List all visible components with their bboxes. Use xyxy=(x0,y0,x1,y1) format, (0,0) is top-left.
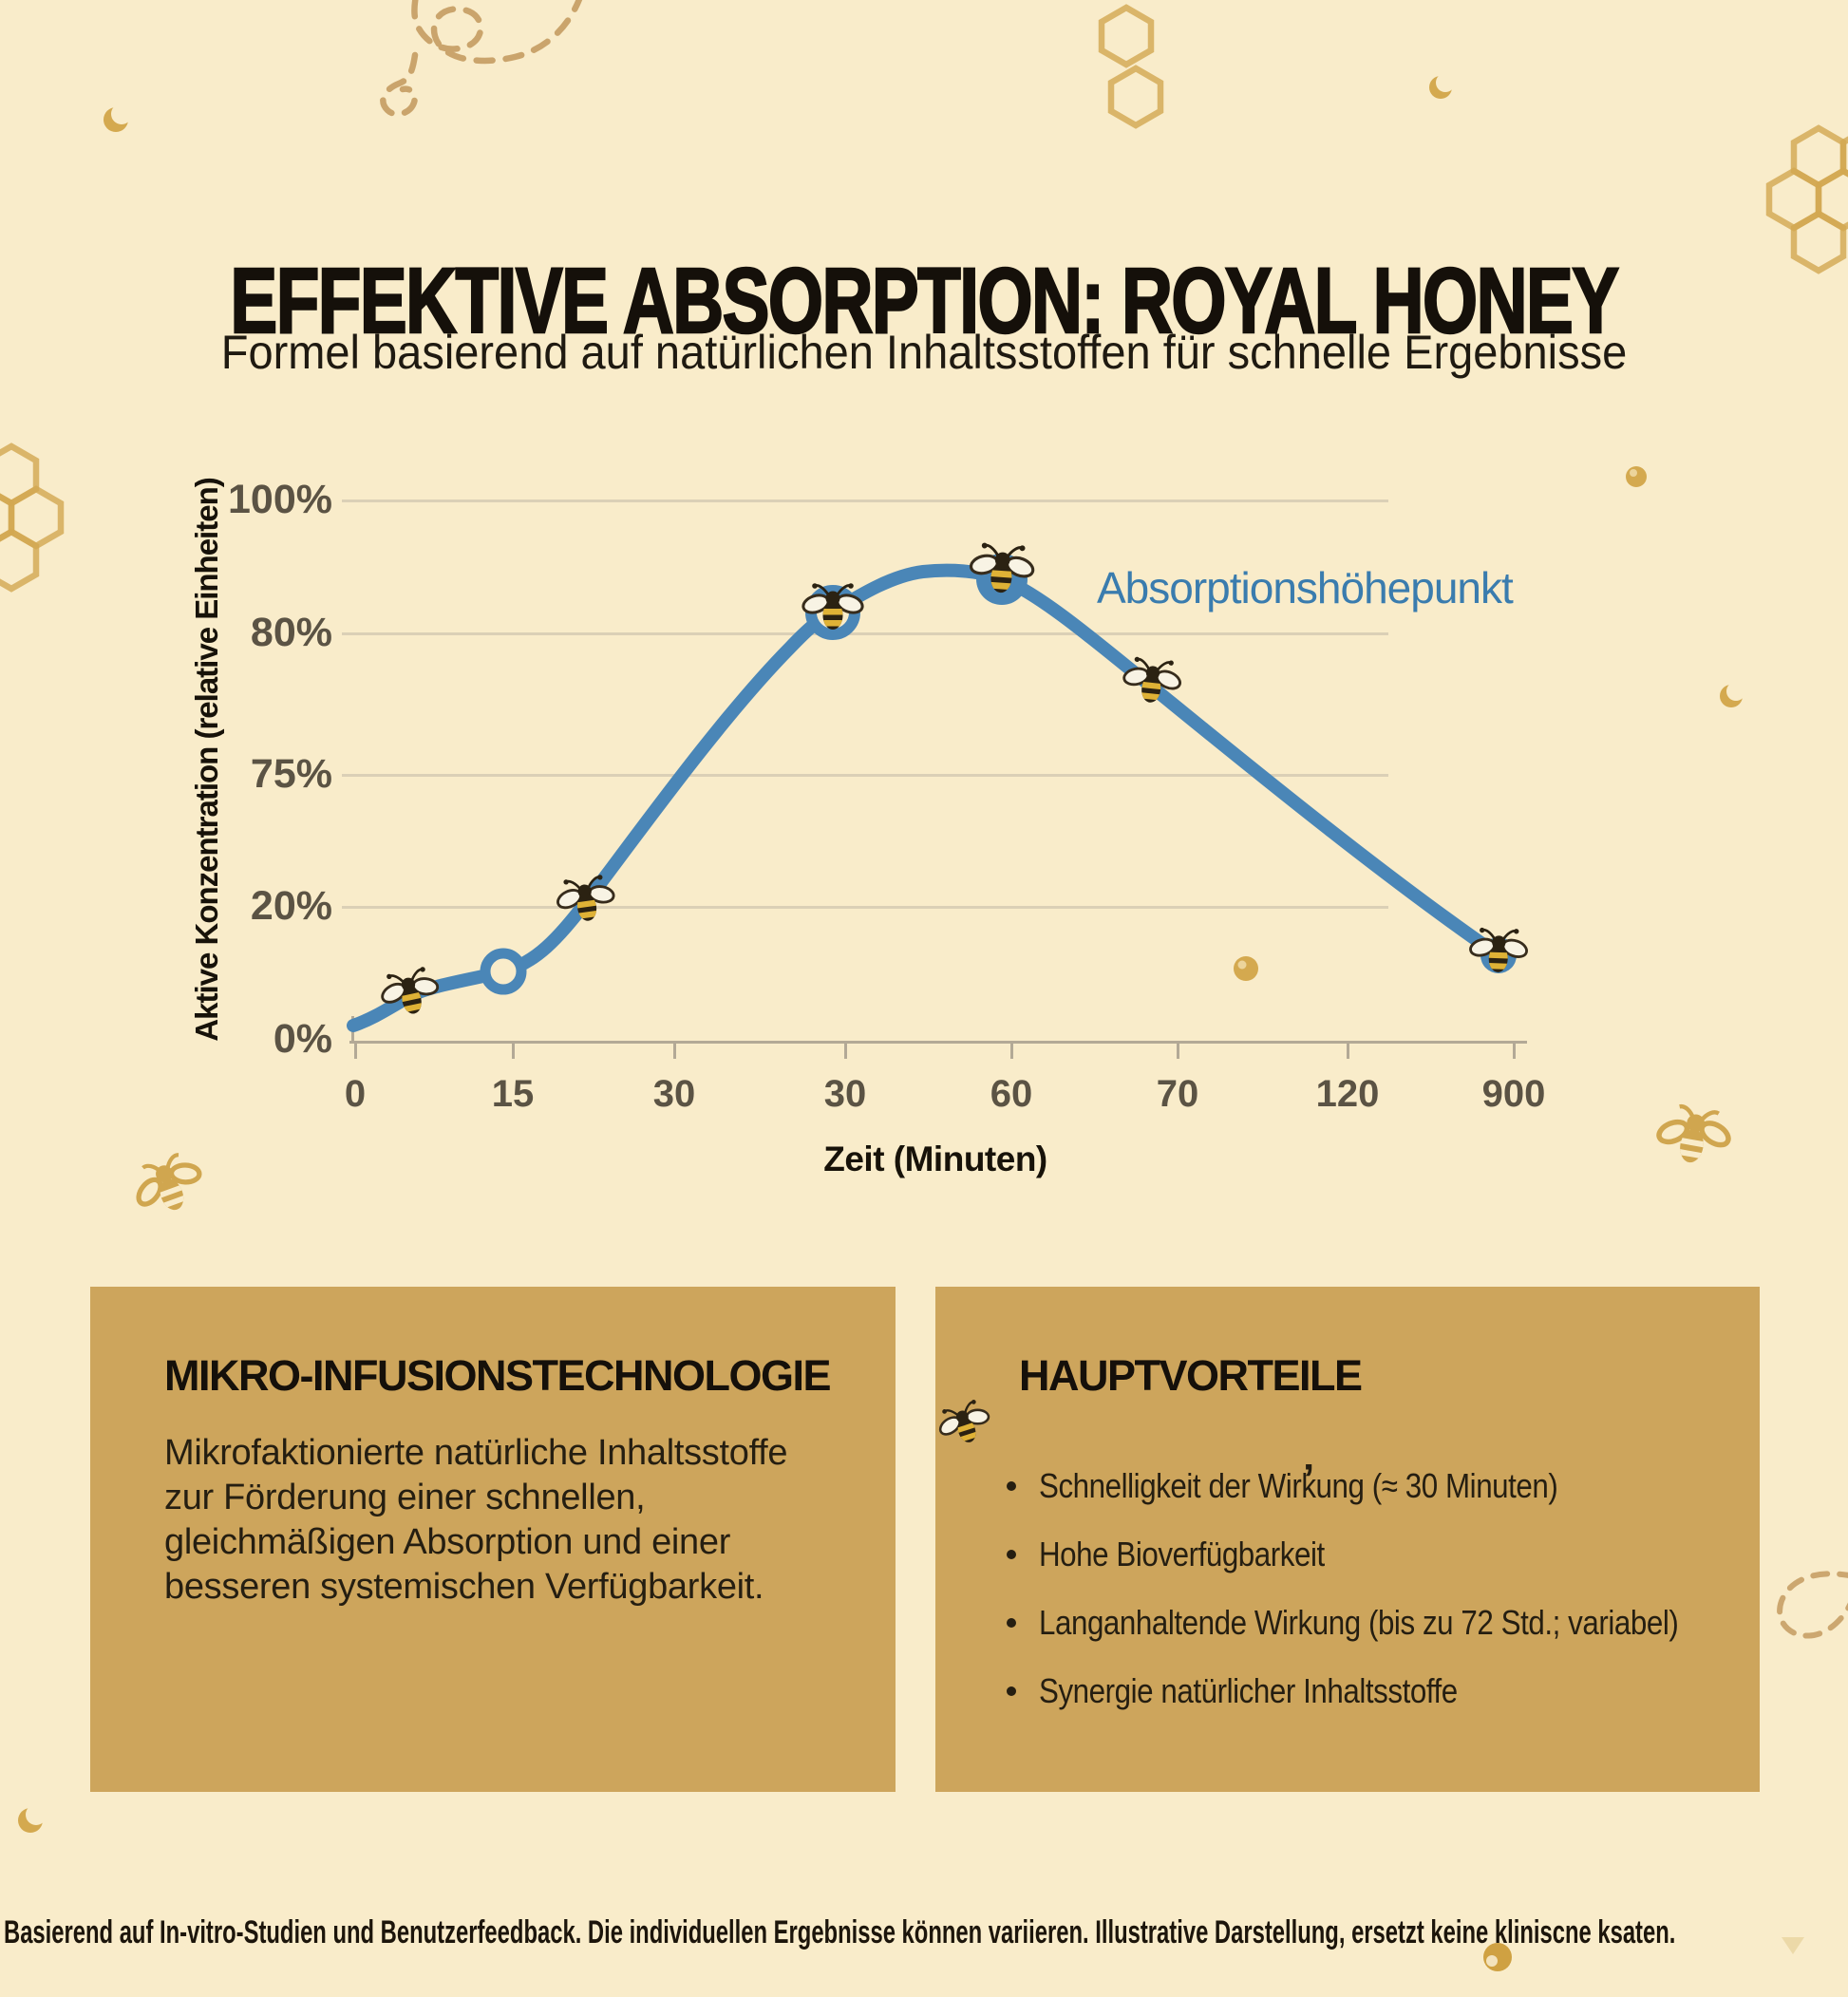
benefit-text: Hohe Bioverfügbarkeit xyxy=(1039,1535,1325,1573)
x-tick-label: 900 xyxy=(1481,1073,1546,1115)
x-axis-title: Zeit (Minuten) xyxy=(823,1140,1047,1178)
y-axis-title: Aktive Konzentration (relative Einheiten… xyxy=(189,478,224,1042)
x-axis-line xyxy=(349,1041,1527,1044)
y-tick-label: 80% xyxy=(250,610,332,655)
y-tick-label: 75% xyxy=(250,751,332,797)
benefit-item: Schnelligkeit der Wirkung (≈ 30 Minuten) xyxy=(1007,1465,1774,1506)
page-title: EFFEKTIVE ABSORPTION: ROYAL HONEY xyxy=(229,248,1620,354)
x-tick-label: 0 xyxy=(344,1073,367,1115)
x-tickmark xyxy=(1347,1043,1349,1059)
gridline-100 xyxy=(342,499,1388,502)
benefits-list: Schnelligkeit der Wirkung (≈ 30 Minuten)… xyxy=(1007,1465,1774,1739)
stray-apostrophe: ’ xyxy=(1303,1456,1315,1502)
bullet-icon xyxy=(1007,1481,1016,1491)
x-tick-label: 30 xyxy=(652,1073,696,1115)
page-subtitle: Formel basierend auf natürlichen Inhalts… xyxy=(220,326,1628,379)
card-left-body: Mikrofaktionierte natürliche Inhaltsstof… xyxy=(164,1433,788,1608)
x-tick-label: 30 xyxy=(823,1073,867,1115)
x-tick-label: 60 xyxy=(990,1073,1033,1115)
x-tickmark xyxy=(354,1043,357,1059)
benefit-item: Synergie natürlicher Inhaltsstoffe xyxy=(1007,1670,1774,1711)
x-tickmark xyxy=(673,1043,676,1059)
card-benefits: HAUPTVORTEILE ’ Schnelligkeit der Wirkun… xyxy=(935,1287,1760,1792)
benefit-text: Synergie natürlicher Inhaltsstoffe xyxy=(1039,1671,1458,1710)
benefit-text: Schnelligkeit der Wirkung (≈ 30 Minuten) xyxy=(1039,1466,1558,1505)
benefit-item: Langanhaltende Wirkung (bis zu 72 Std.; … xyxy=(1007,1602,1774,1643)
card-left-title: MIKRO-INFUSIONSTECHNOLOGIE xyxy=(164,1351,832,1400)
benefit-text: Langanhaltende Wirkung (bis zu 72 Std.; … xyxy=(1039,1603,1679,1642)
x-tickmark xyxy=(512,1043,515,1059)
bullet-icon xyxy=(1007,1686,1016,1696)
x-tickmark xyxy=(1513,1043,1516,1059)
benefit-item: Hohe Bioverfügbarkeit xyxy=(1007,1534,1774,1574)
x-tickmark xyxy=(1010,1043,1013,1059)
disclaimer-text: Basierend auf In-vitro-Studien und Benut… xyxy=(4,1914,1676,1950)
x-tickmark xyxy=(844,1043,847,1059)
card-right-title: HAUPTVORTEILE xyxy=(1019,1351,1363,1400)
y-tick-label: 20% xyxy=(250,883,332,929)
x-tick-label: 15 xyxy=(491,1073,535,1115)
x-tickmark xyxy=(1177,1043,1179,1059)
y-tick-label: 100% xyxy=(228,477,332,522)
x-tick-label: 120 xyxy=(1315,1073,1380,1115)
peak-annotation: Absorptionshöhepunkt xyxy=(1097,563,1514,612)
bullet-icon xyxy=(1007,1550,1016,1559)
card-micro-infusion: MIKRO-INFUSIONSTECHNOLOGIE Mikrofaktioni… xyxy=(90,1287,896,1792)
y-tick-label: 0% xyxy=(273,1016,332,1062)
x-tick-label: 70 xyxy=(1156,1073,1199,1115)
bullet-icon xyxy=(1007,1618,1016,1628)
